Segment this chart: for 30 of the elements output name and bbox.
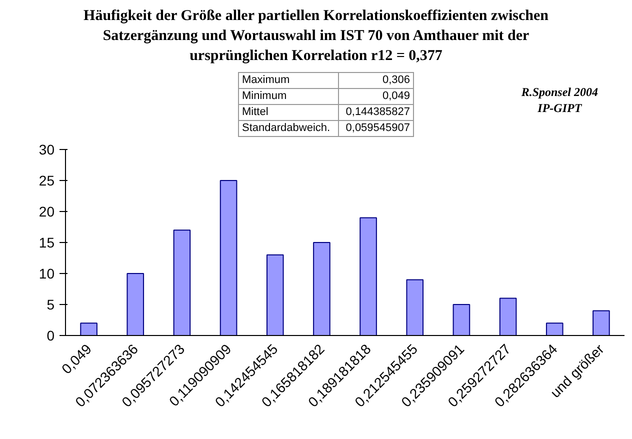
text: 0,306 [338, 72, 414, 88]
bar [360, 217, 377, 336]
bar [546, 322, 564, 336]
text: 0,049 [338, 88, 414, 104]
y-tick-label: 0 [46, 328, 55, 344]
bar [313, 242, 330, 336]
chart-title: Häufigkeit der Größe aller partiellen Korrelationskoeffizienten zwischen Satzergänzung und Wortauswahl im IST 70 von Amthauer mit der ursprünglichen Korrelation r12 = 0,377 [82, 7, 550, 66]
bar [220, 180, 238, 336]
y-tick-label: 10 [38, 266, 55, 282]
bar [173, 230, 191, 336]
bar [80, 322, 98, 336]
y-tick-label: 5 [46, 296, 55, 312]
bar [266, 254, 284, 336]
bar [406, 279, 424, 336]
text: Standardabweich. [238, 120, 339, 136]
text: 0,059545907 [338, 120, 414, 136]
text: Minimum [238, 88, 339, 104]
text: 0,144385827 [338, 104, 414, 120]
text: Mittel [238, 104, 339, 120]
text: R.Sponsel 2004 [521, 85, 598, 99]
bar [499, 298, 517, 336]
bar [452, 304, 470, 336]
y-tick-label: 30 [38, 142, 55, 158]
text: Maximum [238, 72, 339, 88]
y-tick-label: 20 [38, 204, 55, 220]
y-tick-label: 25 [38, 172, 55, 188]
text: IP-GIPT [538, 101, 582, 115]
bar [592, 310, 610, 336]
y-tick-label: 15 [38, 234, 55, 250]
bar [126, 273, 144, 336]
